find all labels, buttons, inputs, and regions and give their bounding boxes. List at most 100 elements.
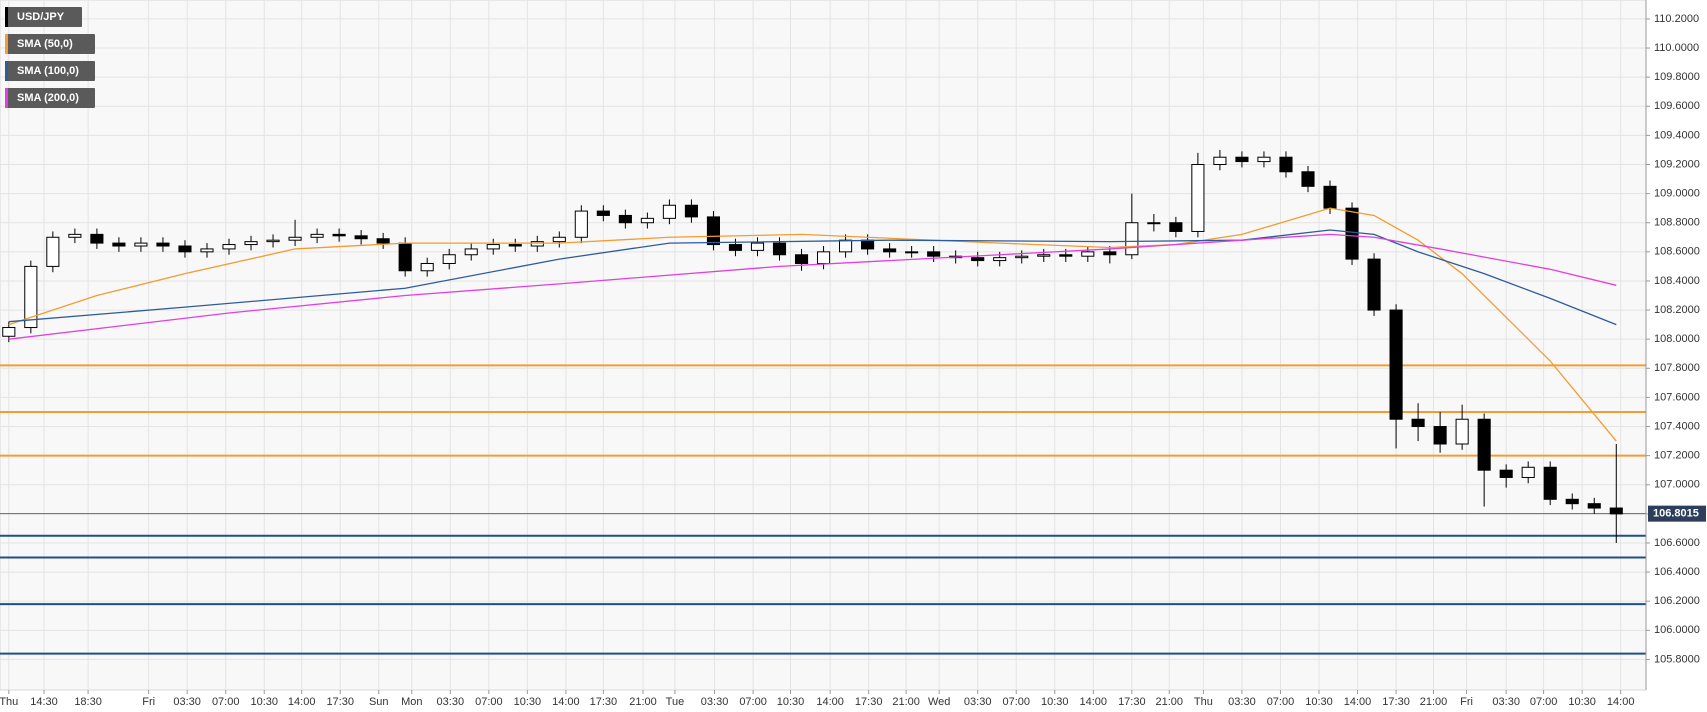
candle-body bbox=[993, 257, 1007, 262]
x-tick-label: 03:30 bbox=[173, 696, 201, 708]
x-tick-label: Sun bbox=[369, 696, 389, 708]
candle-body bbox=[1037, 254, 1051, 257]
candle-body bbox=[530, 241, 544, 247]
candle-body bbox=[68, 233, 82, 238]
legend-box bbox=[5, 61, 95, 81]
y-tick-label: 107.2000 bbox=[1654, 450, 1700, 462]
candle-body bbox=[861, 239, 875, 250]
candle-body bbox=[46, 236, 60, 267]
candle-body bbox=[1499, 469, 1513, 478]
candle-body bbox=[1235, 156, 1249, 163]
y-tick-label: 109.4000 bbox=[1654, 129, 1700, 141]
y-tick-label: 109.0000 bbox=[1654, 188, 1700, 200]
y-tick-label: 106.0000 bbox=[1654, 624, 1700, 636]
candle-body bbox=[1565, 498, 1579, 505]
candle-body bbox=[1323, 185, 1337, 209]
x-tick-label: 07:00 bbox=[475, 696, 503, 708]
candle-body bbox=[508, 244, 522, 247]
candle-body bbox=[1521, 466, 1535, 478]
candle-body bbox=[1103, 251, 1117, 256]
y-tick-label: 106.4000 bbox=[1654, 566, 1700, 578]
legend-label: SMA (100,0) bbox=[17, 65, 79, 77]
candle-body bbox=[618, 214, 632, 224]
x-tick-label: 10:30 bbox=[1568, 696, 1596, 708]
y-tick-label: 107.4000 bbox=[1654, 420, 1700, 432]
x-tick-label: Mon bbox=[401, 696, 422, 708]
legend-swatch bbox=[5, 34, 8, 54]
candle-body bbox=[574, 210, 588, 238]
x-tick-label: 07:00 bbox=[739, 696, 767, 708]
candle-body bbox=[1477, 418, 1491, 471]
x-tick-label: Tue bbox=[666, 696, 685, 708]
candle-body bbox=[816, 251, 831, 264]
candle-body bbox=[1587, 503, 1601, 509]
x-tick-label: 14:00 bbox=[1607, 696, 1635, 708]
x-tick-label: 18:30 bbox=[74, 696, 102, 708]
x-tick-label: 14:00 bbox=[552, 696, 580, 708]
candle-body bbox=[1081, 251, 1095, 257]
x-tick-label: 10:30 bbox=[250, 696, 278, 708]
x-tick-label: Fri bbox=[1460, 696, 1473, 708]
x-tick-label: 07:00 bbox=[212, 696, 240, 708]
legend-swatch bbox=[5, 61, 8, 81]
candle-body bbox=[24, 265, 38, 329]
last-price-box bbox=[1648, 505, 1706, 522]
x-tick-label: 14:30 bbox=[30, 696, 58, 708]
candle-body bbox=[706, 216, 721, 246]
candle-body bbox=[596, 210, 610, 216]
x-tick-label: 21:00 bbox=[892, 696, 920, 708]
legend-swatch bbox=[5, 7, 8, 27]
candle-body bbox=[200, 248, 214, 253]
sma-line bbox=[8, 233, 1617, 340]
candle-body bbox=[662, 204, 676, 219]
y-tick-label: 108.0000 bbox=[1654, 333, 1700, 345]
legend-label: USD/JPY bbox=[17, 11, 65, 23]
y-tick-label: 106.6000 bbox=[1654, 537, 1700, 549]
x-tick-label: 17:30 bbox=[1118, 696, 1146, 708]
candle-body bbox=[772, 242, 787, 256]
candle-body bbox=[883, 248, 897, 253]
candle-body bbox=[420, 262, 434, 272]
levels bbox=[0, 364, 1646, 655]
candle-body bbox=[1455, 418, 1469, 445]
y-tick-label: 109.6000 bbox=[1654, 100, 1700, 112]
candle-body bbox=[1015, 255, 1029, 259]
candle-body bbox=[244, 241, 258, 246]
plot-background bbox=[0, 0, 1647, 691]
legend-box bbox=[5, 88, 95, 108]
legend-swatch bbox=[5, 88, 8, 108]
candle-body bbox=[288, 236, 302, 241]
candle-body bbox=[2, 327, 16, 337]
candle-body bbox=[1059, 254, 1073, 257]
y-tick-label: 108.4000 bbox=[1654, 275, 1700, 287]
candle-body bbox=[178, 245, 192, 253]
x-tick-label: 17:30 bbox=[590, 696, 618, 708]
x-tick-label: 17:30 bbox=[855, 696, 883, 708]
y-tick-label: 108.6000 bbox=[1654, 246, 1700, 258]
candle-body bbox=[905, 251, 919, 254]
y-tick-label: 107.0000 bbox=[1654, 479, 1700, 491]
x-tick-label: Thu bbox=[0, 696, 18, 708]
x-tick-label: 03:30 bbox=[1492, 696, 1520, 708]
marks bbox=[2, 149, 1623, 543]
x-tick-label: 03:30 bbox=[1228, 696, 1256, 708]
y-tick-label: 109.2000 bbox=[1654, 158, 1700, 170]
candle-body bbox=[90, 233, 104, 244]
x-tick-label: Thu bbox=[1194, 696, 1213, 708]
x-tick-label: 21:00 bbox=[1420, 696, 1448, 708]
candle-body bbox=[1147, 222, 1161, 225]
x-tick-label: 03:30 bbox=[437, 696, 465, 708]
candle-body bbox=[684, 204, 698, 218]
y-tick-label: 105.8000 bbox=[1654, 653, 1700, 665]
sma-line bbox=[8, 229, 1617, 326]
legend-label: SMA (200,0) bbox=[17, 92, 79, 104]
y-tick-label: 106.2000 bbox=[1654, 595, 1700, 607]
candle-body bbox=[1191, 163, 1205, 232]
candle-body bbox=[971, 257, 985, 262]
y-tick-label: 107.6000 bbox=[1654, 391, 1700, 403]
candle-body bbox=[1125, 222, 1139, 256]
candle-body bbox=[1433, 426, 1447, 445]
legend-box bbox=[5, 34, 95, 54]
y-tick-label: 108.2000 bbox=[1654, 304, 1700, 316]
